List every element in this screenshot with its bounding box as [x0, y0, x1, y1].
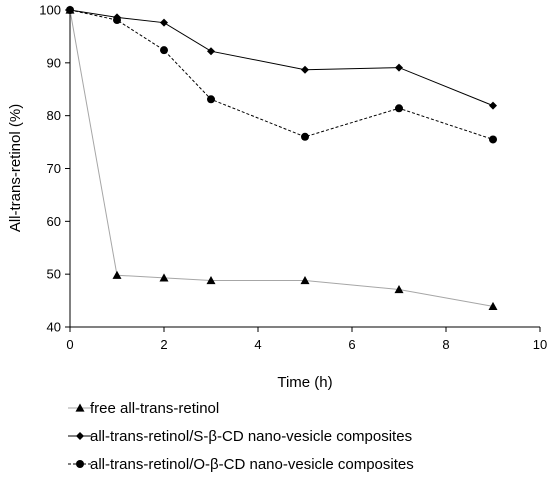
- y-tick-label: 100: [39, 3, 61, 18]
- y-tick-label: 90: [47, 55, 61, 70]
- x-tick-label: 6: [348, 337, 355, 352]
- x-axis-ticks: 0 2 4 6 8 10: [66, 327, 547, 352]
- legend-label: all-trans-retinol/S-β-CD nano-vesicle co…: [90, 428, 412, 445]
- series-layer: [65, 5, 498, 310]
- x-tick-label: 4: [254, 337, 261, 352]
- series-free: [65, 5, 498, 310]
- legend-label: all-trans-retinol/O-β-CD nano-vesicle co…: [90, 456, 414, 473]
- data-point-s-cd: [395, 63, 403, 72]
- y-tick-label: 80: [47, 108, 61, 123]
- y-tick-label: 60: [47, 214, 61, 229]
- data-point-free: [394, 284, 404, 294]
- data-point-s-cd: [160, 18, 168, 27]
- y-tick-label: 50: [47, 267, 61, 282]
- series-line-o-cd: [69, 9, 494, 140]
- y-axis-ticks: 40 50 60 70 80 90 100: [39, 3, 70, 335]
- legend-marker-o-cd: [76, 460, 84, 468]
- data-point-s-cd: [207, 47, 215, 56]
- data-point-o-cd: [301, 132, 309, 141]
- data-point-o-cd: [113, 16, 121, 25]
- legend-item-s-cd: all-trans-retinol/S-β-CD nano-vesicle co…: [68, 428, 412, 445]
- x-tick-label: 8: [442, 337, 449, 352]
- data-point-free: [112, 270, 122, 279]
- y-tick-label: 70: [47, 161, 61, 176]
- y-tick-label: 40: [47, 320, 61, 335]
- legend-item-o-cd: all-trans-retinol/O-β-CD nano-vesicle co…: [68, 456, 414, 473]
- x-tick-label: 0: [66, 337, 73, 352]
- data-point-o-cd: [66, 6, 74, 14]
- series-o-cd: [66, 6, 497, 144]
- legend-marker-s-cd: [76, 432, 84, 440]
- data-point-free: [488, 301, 498, 310]
- data-point-s-cd: [301, 65, 309, 74]
- data-point-free: [159, 273, 169, 282]
- legend-marker-free: [75, 403, 85, 412]
- legend-label: free all-trans-retinol: [90, 400, 219, 417]
- series-line-free: [69, 9, 494, 307]
- x-tick-label: 2: [160, 337, 167, 352]
- data-point-free: [206, 276, 216, 285]
- series-line-s-cd: [69, 9, 494, 107]
- x-axis-title: Time (h): [277, 374, 332, 391]
- series-s-cd: [66, 6, 497, 110]
- legend: free all-trans-retinol all-trans-retinol/…: [68, 400, 414, 473]
- x-tick-label: 10: [533, 337, 547, 352]
- data-point-o-cd: [160, 46, 168, 55]
- data-point-o-cd: [395, 104, 403, 113]
- y-axis-title: All-trans-retinol (%): [7, 104, 24, 232]
- legend-item-free: free all-trans-retinol: [68, 400, 219, 417]
- data-point-free: [300, 276, 310, 285]
- data-point-o-cd: [489, 135, 497, 144]
- data-point-s-cd: [489, 101, 497, 110]
- data-point-o-cd: [207, 95, 215, 104]
